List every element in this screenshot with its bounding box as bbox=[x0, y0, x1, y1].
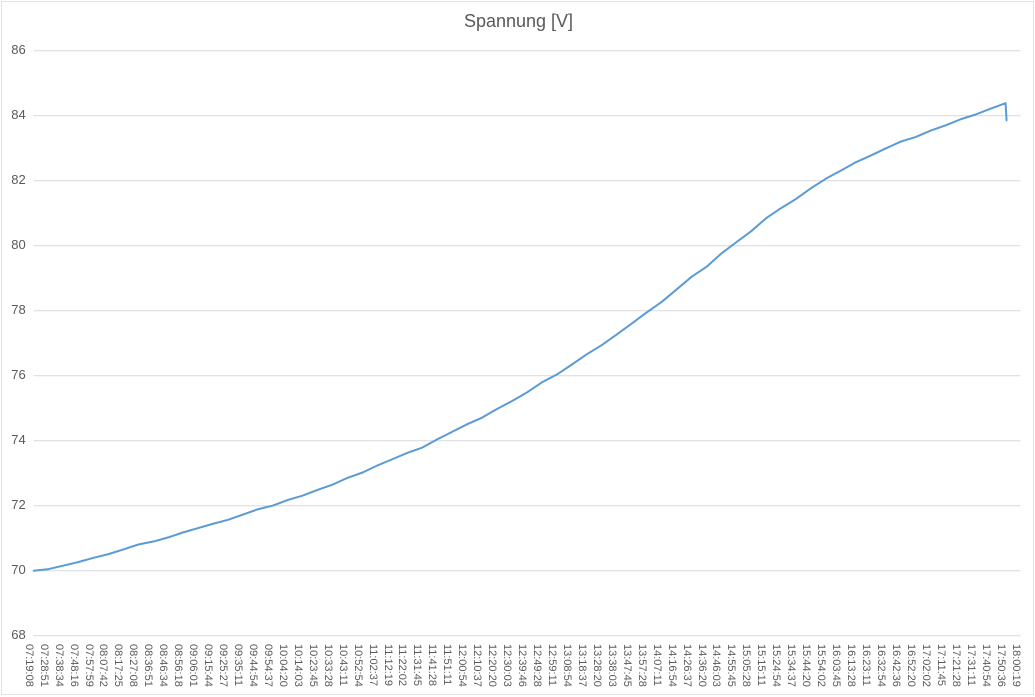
svg-text:84: 84 bbox=[11, 107, 25, 122]
svg-text:78: 78 bbox=[11, 302, 25, 317]
svg-text:70: 70 bbox=[11, 562, 25, 577]
svg-text:76: 76 bbox=[11, 367, 25, 382]
svg-text:86: 86 bbox=[11, 42, 25, 57]
svg-text:74: 74 bbox=[11, 432, 25, 447]
svg-text:72: 72 bbox=[11, 497, 25, 512]
svg-text:80: 80 bbox=[11, 237, 25, 252]
svg-text:68: 68 bbox=[11, 627, 25, 642]
svg-text:82: 82 bbox=[11, 172, 25, 187]
